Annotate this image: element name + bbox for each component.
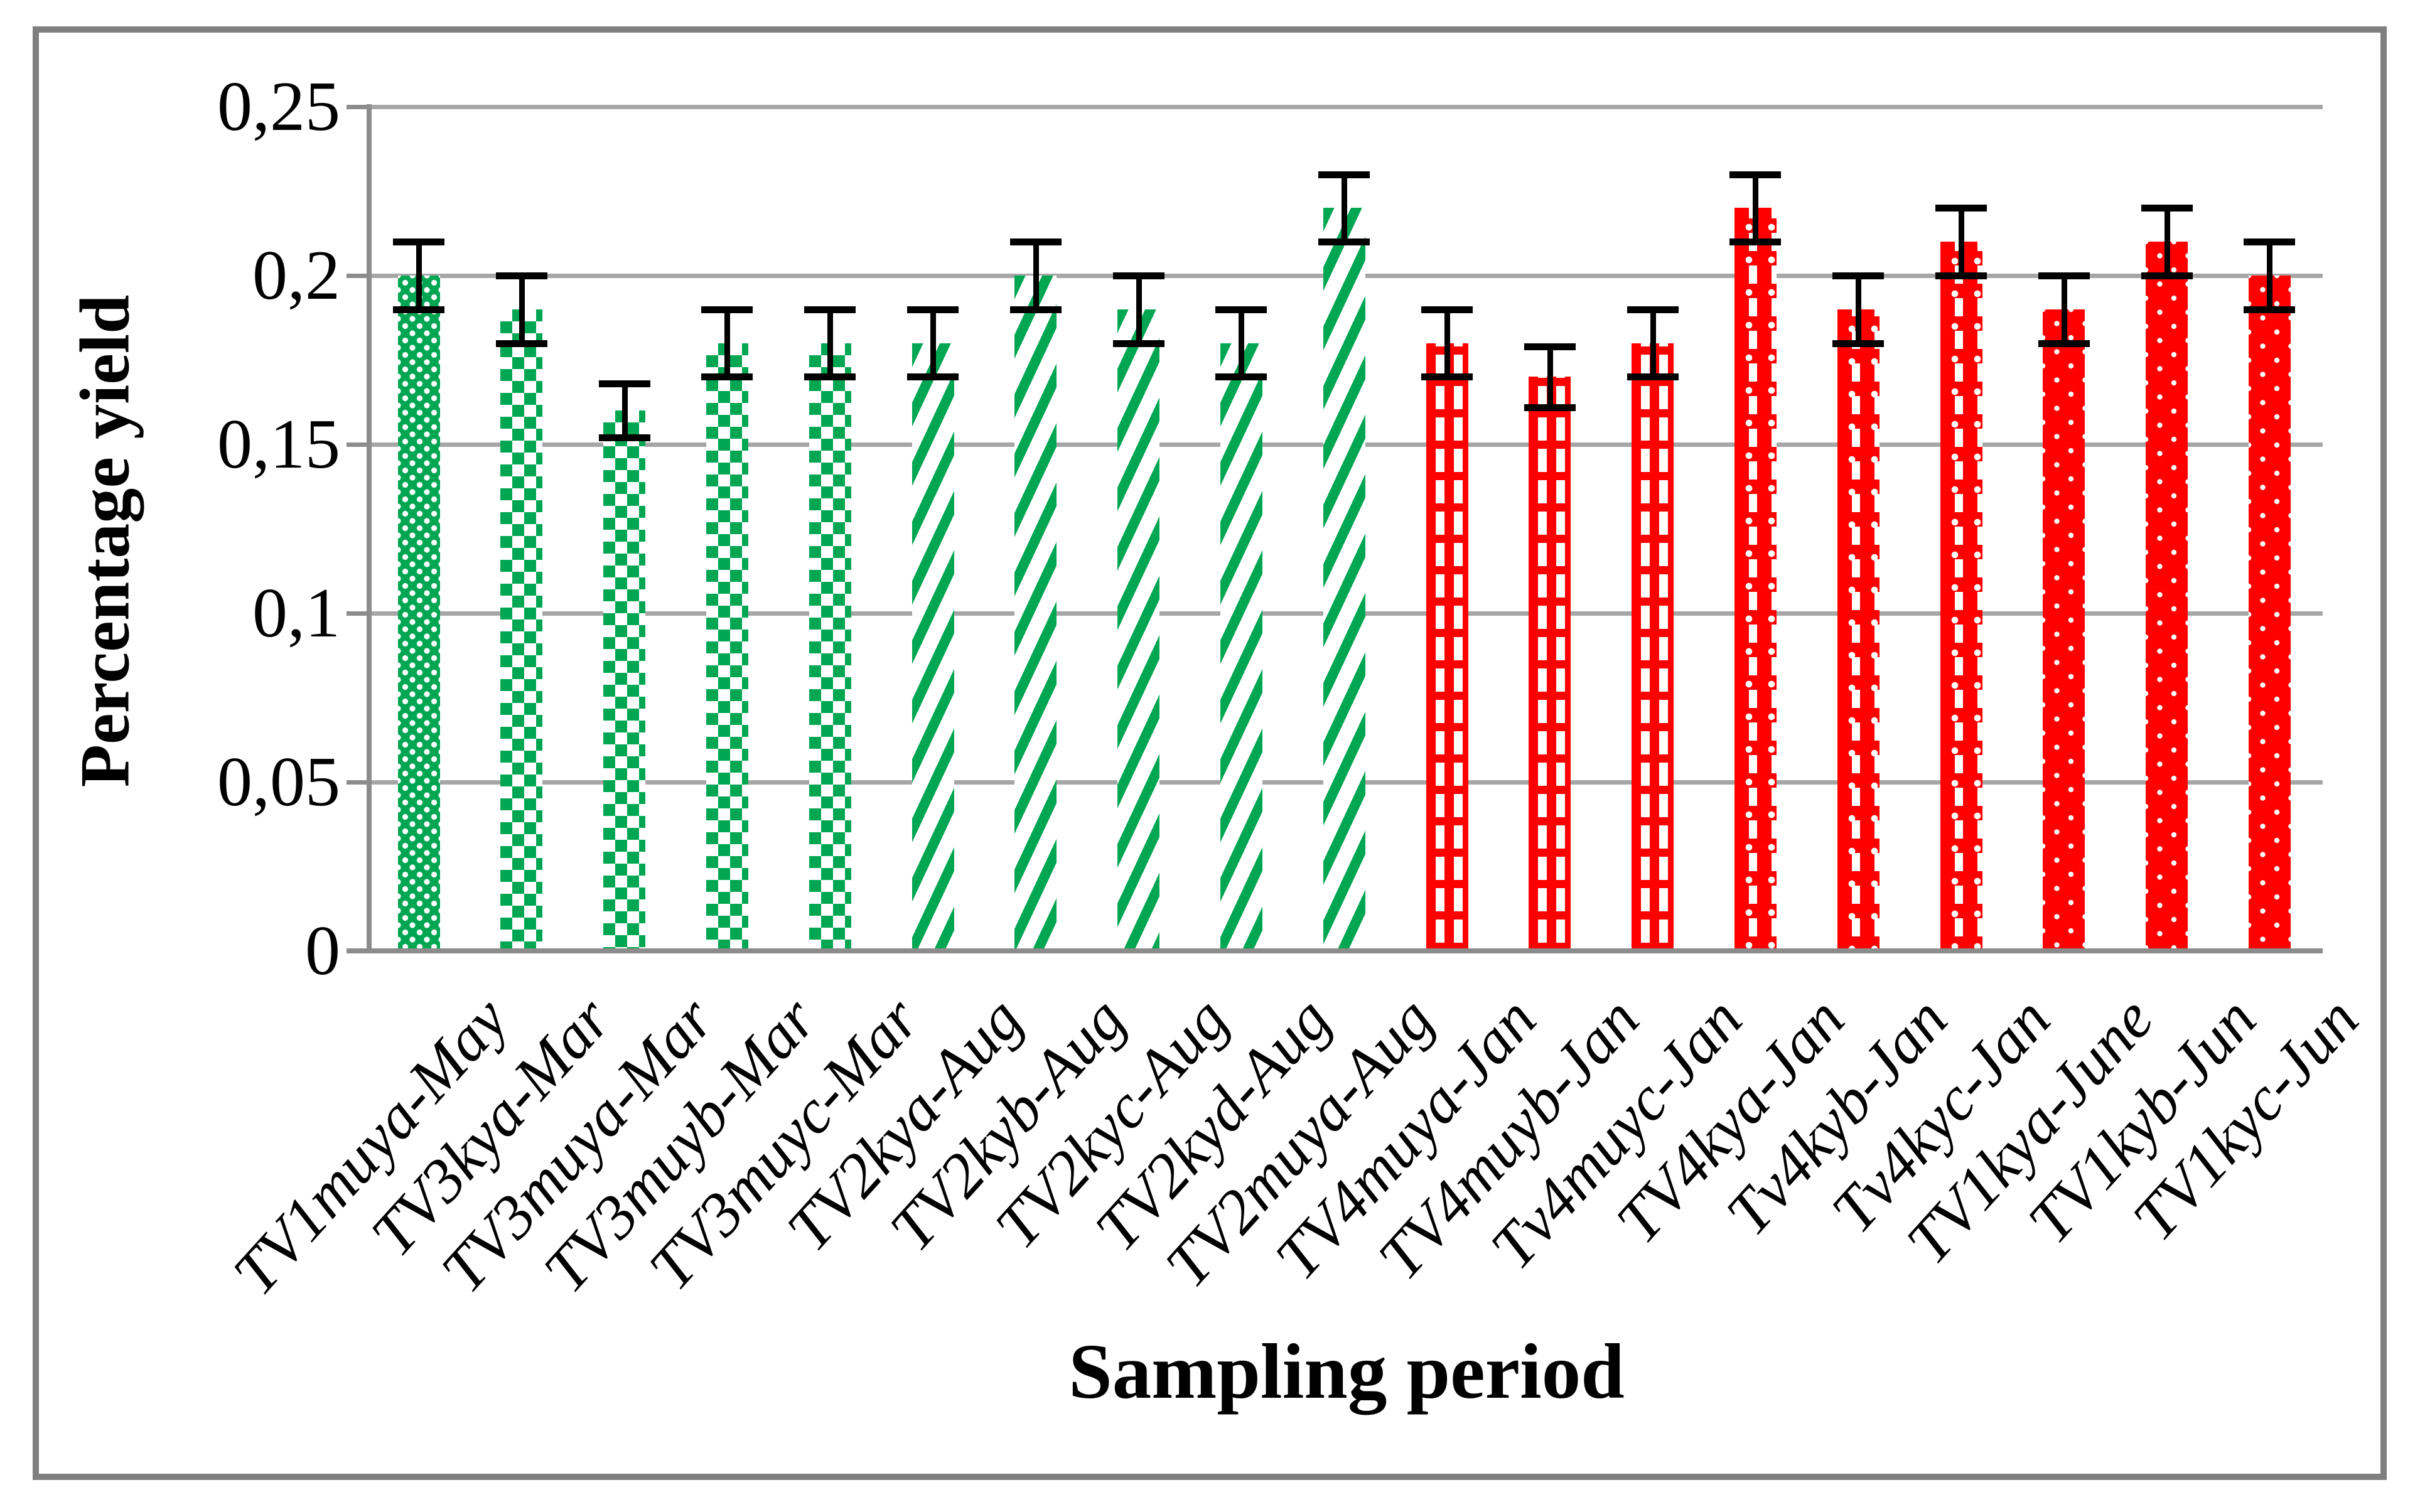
error-bar-cap xyxy=(1627,373,1679,380)
error-bar-line xyxy=(1136,276,1142,343)
error-bar-cap xyxy=(1318,239,1370,245)
y-axis-tick xyxy=(347,780,369,785)
error-bar-line xyxy=(1856,276,1861,343)
error-bar-cap xyxy=(1215,306,1267,313)
bar-TV4kya-Jan xyxy=(1734,208,1777,951)
bar-Tv4muyc-Jan xyxy=(1632,343,1674,951)
bar-TV3muya-Mar xyxy=(603,410,645,951)
error-bar-cap xyxy=(804,373,856,380)
error-bar-line xyxy=(1444,309,1450,377)
bar-TV2kyd-Aug xyxy=(1220,343,1262,951)
error-bar-cap xyxy=(701,373,753,380)
error-bar-cap xyxy=(2038,272,2090,279)
error-bar-cap xyxy=(393,306,444,313)
error-bar-line xyxy=(1753,174,1758,242)
bar-TV3muyc-Mar xyxy=(809,343,851,951)
error-bar-cap xyxy=(1421,373,1473,380)
error-bar-cap xyxy=(1627,306,1679,313)
x-axis-line xyxy=(347,948,2323,953)
bar-TV1kyc-Jun xyxy=(2249,276,2291,951)
error-bar-cap xyxy=(599,380,650,387)
error-bar-line xyxy=(1959,208,1964,276)
bar-TV2kyb-Aug xyxy=(1014,276,1057,951)
error-bar-line xyxy=(2267,242,2272,309)
y-axis-tick xyxy=(347,274,369,278)
error-bar-cap xyxy=(1729,171,1781,178)
error-bar-line xyxy=(1650,309,1656,377)
y-axis-title: Percentage yield xyxy=(66,294,144,788)
y-axis-line xyxy=(367,104,372,953)
error-bar-cap xyxy=(907,373,959,380)
y-tick-label: 0 xyxy=(305,912,340,990)
error-bar-line xyxy=(1239,309,1244,377)
bar-TV2kya-Aug xyxy=(912,343,954,951)
error-bar-cap xyxy=(1935,205,1987,212)
bar-TV2kyc-Aug xyxy=(1117,309,1159,951)
error-bar-cap xyxy=(2244,239,2295,245)
error-bar-line xyxy=(519,276,525,343)
error-bar-cap xyxy=(1832,340,1884,347)
error-bar-cap xyxy=(1524,404,1576,411)
y-tick-label: 0,15 xyxy=(217,405,340,483)
error-bar-cap xyxy=(804,306,856,313)
y-axis-tick xyxy=(347,105,369,109)
error-bar-cap xyxy=(2244,306,2295,313)
x-axis-title: Sampling period xyxy=(1068,1329,1625,1415)
error-bar-cap xyxy=(393,239,444,245)
error-bar-line xyxy=(1342,174,1347,242)
error-bar-cap xyxy=(1113,272,1164,279)
error-bar-line xyxy=(1033,242,1039,309)
error-bar-cap xyxy=(1010,239,1062,245)
y-tick-label: 0,2 xyxy=(252,237,340,314)
error-bar-cap xyxy=(2141,205,2193,212)
error-bar-cap xyxy=(1935,272,1987,279)
error-bar-line xyxy=(2062,276,2067,343)
error-bar-cap xyxy=(2141,272,2193,279)
bar-TV3muyb-Mar xyxy=(706,343,748,951)
error-bar-line xyxy=(930,309,936,377)
error-bar-cap xyxy=(2038,340,2090,347)
y-tick-label: 0,25 xyxy=(217,68,340,146)
bar-TV4muyb-Jan xyxy=(1529,377,1571,951)
error-bar-cap xyxy=(1010,306,1062,313)
y-tick-label: 0,1 xyxy=(252,574,340,652)
error-bar-cap xyxy=(1215,373,1267,380)
error-bar-cap xyxy=(1832,272,1884,279)
bar-TV4muya-Jan xyxy=(1426,343,1468,951)
error-bar-cap xyxy=(701,306,753,313)
bar-TV2muya-Aug xyxy=(1323,208,1365,951)
error-bar-line xyxy=(1547,346,1553,407)
bar-TV1muya-May xyxy=(398,276,440,951)
error-bar-cap xyxy=(1524,343,1576,350)
y-tick-label: 0,05 xyxy=(217,743,340,821)
error-bar-line xyxy=(622,383,628,437)
error-bar-line xyxy=(416,242,422,309)
bar-Tv4kyb-Jan xyxy=(1837,309,1880,951)
error-bar-cap xyxy=(1113,340,1164,347)
error-bar-cap xyxy=(496,272,547,279)
gridline xyxy=(369,105,2323,109)
error-bar-cap xyxy=(1318,171,1370,178)
y-axis-tick xyxy=(347,611,369,616)
error-bar-cap xyxy=(599,434,650,441)
bar-TV3kya-Mar xyxy=(500,309,542,951)
error-bar-line xyxy=(2165,208,2170,276)
bar-TV1kya-June xyxy=(2043,309,2085,951)
error-bar-cap xyxy=(1729,239,1781,245)
error-bar-cap xyxy=(496,340,547,347)
error-bar-line xyxy=(724,309,730,377)
error-bar-cap xyxy=(907,306,959,313)
bar-Tv4kyc-Jan xyxy=(1940,242,1982,951)
y-axis-tick xyxy=(347,442,369,447)
error-bar-line xyxy=(827,309,833,377)
bar-TV1kyb-Jun xyxy=(2146,242,2188,951)
error-bar-cap xyxy=(1421,306,1473,313)
